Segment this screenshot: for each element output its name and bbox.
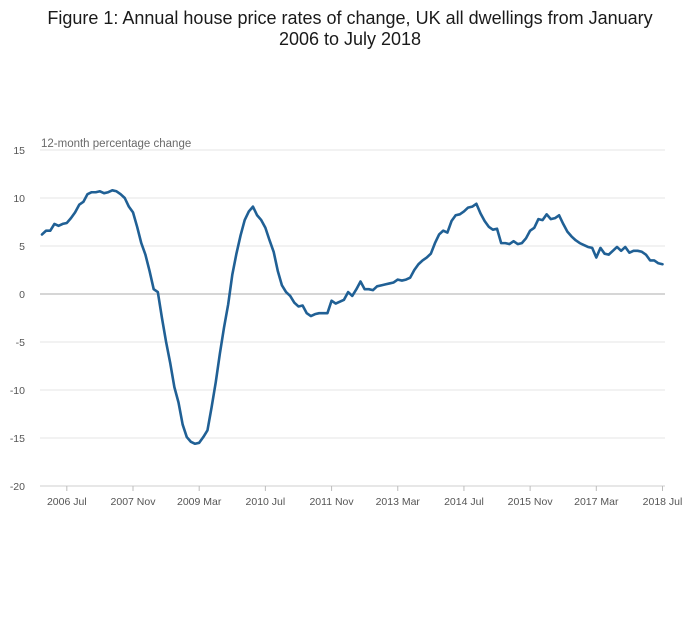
x-axis: 2006 Jul 2007 Nov 2009 Mar 2010 Jul 2011 Nov… [40,485,683,508]
x-tick-label: 2006 Jul [47,496,87,508]
y-tick-label: -10 [10,385,25,397]
series-line-uk-all-dwellings [40,189,664,446]
chart-title-line-1: Figure 1: Annual house price rates of ch… [47,8,653,28]
y-tick-label: 5 [19,241,25,253]
x-tick-label: 2014 Jul [444,496,484,508]
y-tick-label: 10 [13,193,25,205]
y-tick-label: 15 [13,145,25,157]
y-tick-label: -5 [16,337,25,349]
x-tick-label: 2011 Nov [309,496,354,508]
x-tick-label: 2018 Jul [643,496,683,508]
x-tick-label: 2017 Mar [574,496,619,508]
gridlines [40,149,665,487]
y-axis-ticks: 15 10 5 0 -5 -10 -15 -20 [10,145,25,493]
chart-title: Figure 1: Annual house price rates of ch… [0,8,700,50]
y-tick-label: 0 [19,289,25,301]
x-tick-label: 2007 Nov [111,496,157,508]
x-tick-label: 2015 Nov [508,496,554,508]
x-tick-label: 2009 Mar [177,496,222,508]
x-tick-label: 2010 Jul [246,496,286,508]
y-tick-label: -15 [10,433,25,445]
x-tick-label: 2013 Mar [376,496,421,508]
chart-title-line-2: 2006 to July 2018 [278,29,422,49]
y-axis-label: 12-month percentage change [41,138,191,150]
y-tick-label: -20 [10,481,25,493]
